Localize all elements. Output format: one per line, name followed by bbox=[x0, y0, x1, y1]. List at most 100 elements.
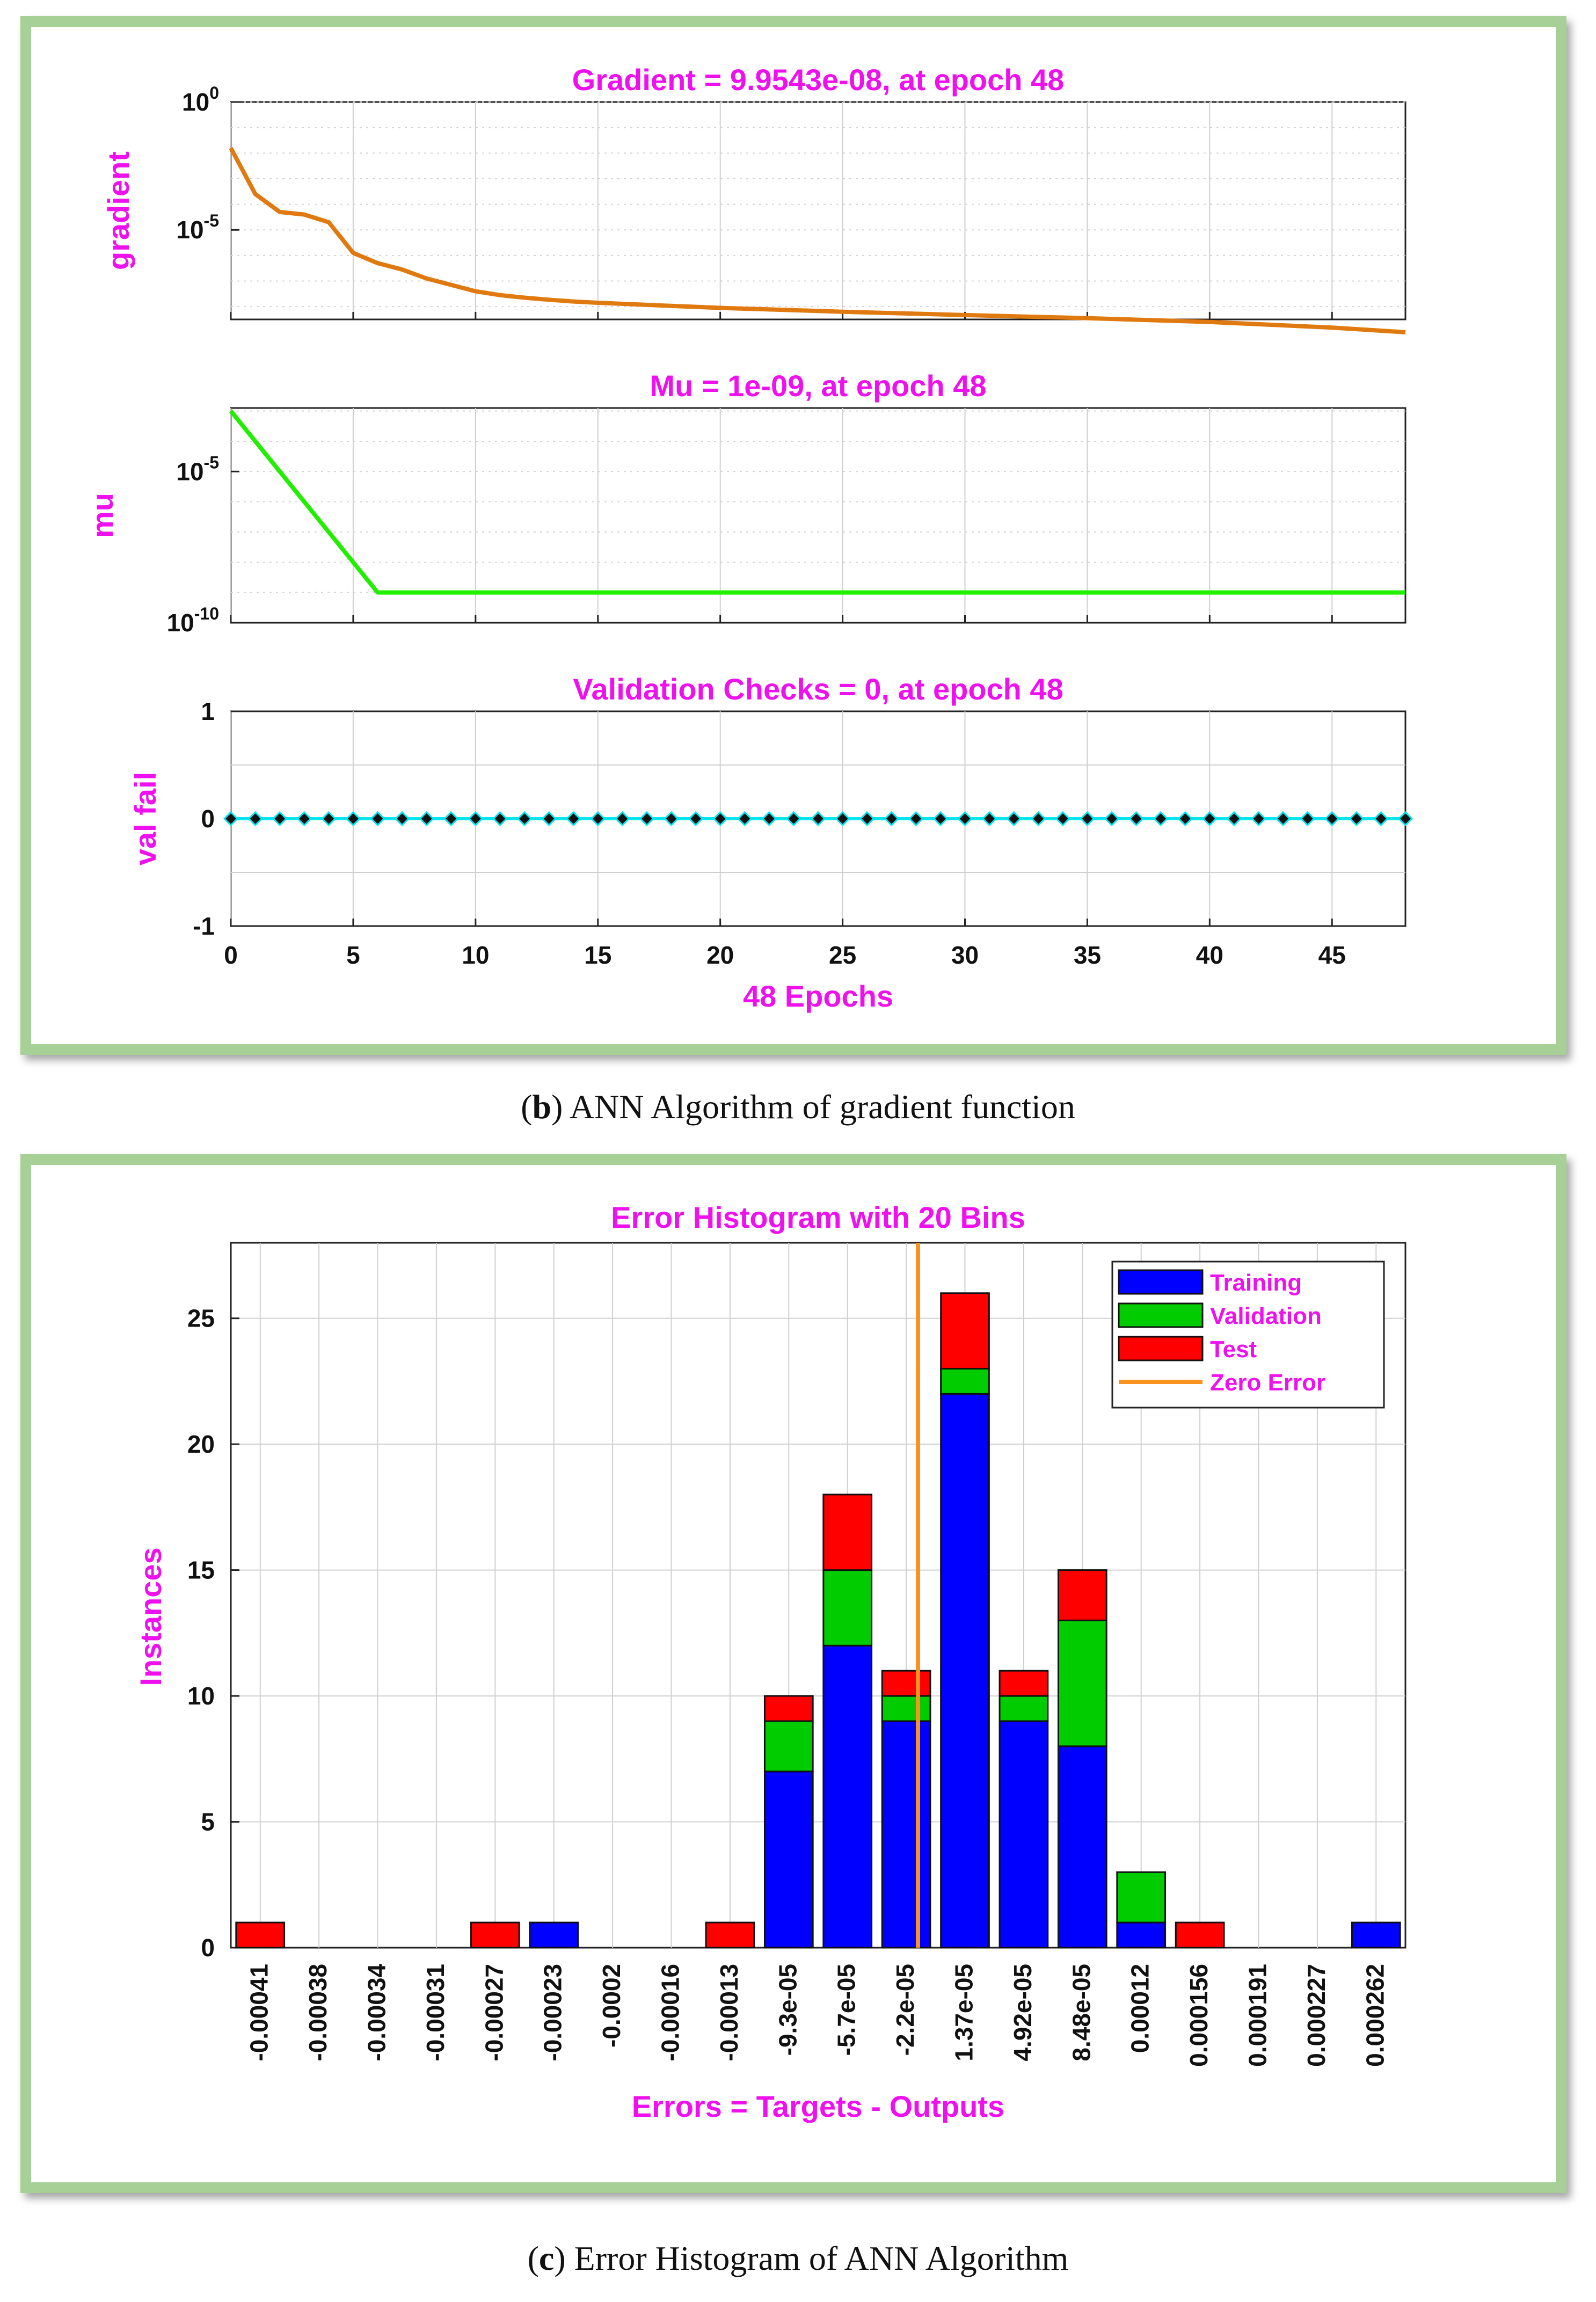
histogram-y-tick-label: 5 bbox=[201, 1808, 215, 1836]
histogram-bar-validation bbox=[1116, 1871, 1167, 1924]
histogram-x-tick-label: 4.92e-05 bbox=[1009, 1964, 1037, 2061]
histogram-bar-validation bbox=[999, 1695, 1049, 1722]
valfail-point bbox=[1153, 811, 1169, 827]
histogram-bar-validation bbox=[1057, 1619, 1107, 1747]
valfail-point bbox=[908, 811, 924, 827]
histogram-x-tick-label: -0.00031 bbox=[421, 1964, 449, 2061]
valfail-point bbox=[884, 811, 899, 827]
valfail-point bbox=[1275, 811, 1291, 827]
histogram-title: Error Histogram with 20 Bins bbox=[611, 1200, 1025, 1234]
valfail-point bbox=[443, 811, 459, 827]
valfail-point bbox=[370, 811, 385, 827]
valfail-y-axis-label: val fail bbox=[128, 772, 162, 865]
valfail-point bbox=[1177, 811, 1193, 827]
valfail-point bbox=[737, 811, 753, 827]
valfail-x-tick-label: 25 bbox=[829, 941, 856, 969]
valfail-x-tick-label: 20 bbox=[706, 941, 734, 969]
valfail-point bbox=[1104, 811, 1120, 827]
histogram-legend-swatch-training bbox=[1118, 1269, 1204, 1295]
mu-y-axis-label: mu bbox=[85, 493, 119, 538]
valfail-point bbox=[516, 811, 533, 827]
histogram-y-tick-label: 15 bbox=[187, 1556, 215, 1584]
valfail-point bbox=[1202, 811, 1218, 827]
histogram-bar-training bbox=[999, 1720, 1049, 1949]
valfail-point bbox=[296, 811, 312, 827]
histogram-x-tick-label: 0.000227 bbox=[1302, 1964, 1330, 2067]
histogram-bar-training bbox=[940, 1393, 990, 1949]
histogram-x-tick-label: -0.00013 bbox=[715, 1964, 743, 2061]
valfail-point bbox=[419, 811, 434, 827]
valfail-point bbox=[1031, 811, 1046, 827]
valfail-point bbox=[1251, 811, 1266, 827]
valfail-point bbox=[541, 811, 557, 827]
histogram-x-tick-label: -0.00038 bbox=[304, 1964, 332, 2061]
histogram-y-tick-label: 25 bbox=[187, 1305, 215, 1332]
histogram-x-tick-label: -0.00016 bbox=[657, 1964, 684, 2061]
histogram-bar-test bbox=[822, 1494, 873, 1571]
valfail-x-tick-label: 45 bbox=[1318, 941, 1346, 969]
gradient-series-line bbox=[229, 147, 1406, 334]
histogram-y-tick-label: 20 bbox=[187, 1430, 215, 1458]
valfail-point bbox=[321, 811, 337, 827]
histogram-x-tick-label: -0.0002 bbox=[597, 1964, 625, 2048]
valfail-point bbox=[1349, 811, 1364, 827]
histogram-bar-training bbox=[1057, 1745, 1107, 1949]
histogram-bar-validation bbox=[881, 1695, 931, 1722]
histogram-x-tick-label: -0.00041 bbox=[245, 1964, 273, 2061]
gradient-y-tick-label: 100 bbox=[182, 83, 219, 116]
figure-b-caption-text: ANN Algorithm of gradient function bbox=[563, 1088, 1075, 1126]
histogram-x-tick-label: 0.000156 bbox=[1185, 1964, 1213, 2067]
valfail-point bbox=[835, 811, 850, 827]
valfail-point bbox=[932, 811, 949, 827]
valfail-point bbox=[1055, 811, 1070, 827]
histogram-x-tick-label: -5.7e-05 bbox=[833, 1964, 861, 2056]
histogram-bar-test bbox=[763, 1695, 814, 1722]
mu-y-tick-label: 10-10 bbox=[167, 604, 219, 637]
gradient-y-axis-label: gradient bbox=[101, 151, 135, 270]
valfail-point bbox=[615, 811, 630, 827]
histogram-x-tick-label: 0.000191 bbox=[1244, 1964, 1272, 2067]
valfail-point bbox=[566, 811, 581, 827]
histogram-bar-test bbox=[1175, 1921, 1225, 1949]
valfail-x-tick-label: 15 bbox=[584, 941, 611, 969]
histogram-bar-validation bbox=[822, 1569, 873, 1647]
valfail-point bbox=[761, 811, 777, 827]
histogram-bar-test bbox=[1057, 1569, 1107, 1621]
valfail-point bbox=[223, 811, 239, 827]
valfail-x-tick-label: 30 bbox=[951, 941, 979, 969]
valfail-point bbox=[1300, 811, 1315, 827]
histogram-bar-validation bbox=[940, 1367, 990, 1395]
histogram-x-tick-label: 0.00012 bbox=[1126, 1964, 1154, 2053]
valfail-point bbox=[664, 811, 679, 827]
valfail-point bbox=[1324, 811, 1340, 827]
histogram-bar-training bbox=[763, 1771, 814, 1949]
valfail-point bbox=[1373, 811, 1389, 827]
gradient-y-tick-label: 10-5 bbox=[176, 211, 219, 244]
valfail-x-axis-label: 48 Epochs bbox=[743, 979, 893, 1013]
valfail-point bbox=[1397, 811, 1413, 827]
gradient-panel-title: Gradient = 9.9543e-08, at epoch 48 bbox=[572, 63, 1065, 97]
valfail-point bbox=[345, 811, 361, 827]
histogram-legend-swatch-test bbox=[1118, 1336, 1204, 1361]
figure-c-caption-text: Error Histogram of ANN Algorithm bbox=[565, 2239, 1069, 2277]
valfail-point bbox=[859, 811, 875, 827]
histogram-bar-training bbox=[1351, 1921, 1401, 1949]
figure-b-caption: (b) ANN Algorithm of gradient function bbox=[521, 1088, 1075, 1126]
histogram-bar-test bbox=[940, 1292, 990, 1369]
mu-panel-title: Mu = 1e-09, at epoch 48 bbox=[650, 369, 986, 403]
histogram-x-tick-label: -9.3e-05 bbox=[774, 1964, 801, 2056]
valfail-point bbox=[590, 811, 606, 827]
histogram-legend-label: Validation bbox=[1210, 1303, 1322, 1329]
valfail-point bbox=[981, 811, 997, 827]
histogram-bar-training bbox=[1116, 1921, 1167, 1949]
histogram-bar-training bbox=[881, 1720, 931, 1949]
histogram-legend-label: Test bbox=[1210, 1336, 1257, 1363]
histogram-legend-swatch-validation bbox=[1118, 1302, 1204, 1328]
histogram-bar-validation bbox=[763, 1720, 814, 1773]
valfail-x-tick-label: 40 bbox=[1196, 941, 1223, 969]
histogram-bar-test bbox=[881, 1670, 931, 1697]
histogram-x-tick-label: -0.00027 bbox=[480, 1964, 508, 2061]
valfail-x-tick-label: 35 bbox=[1074, 941, 1101, 969]
valfail-point bbox=[394, 811, 410, 827]
